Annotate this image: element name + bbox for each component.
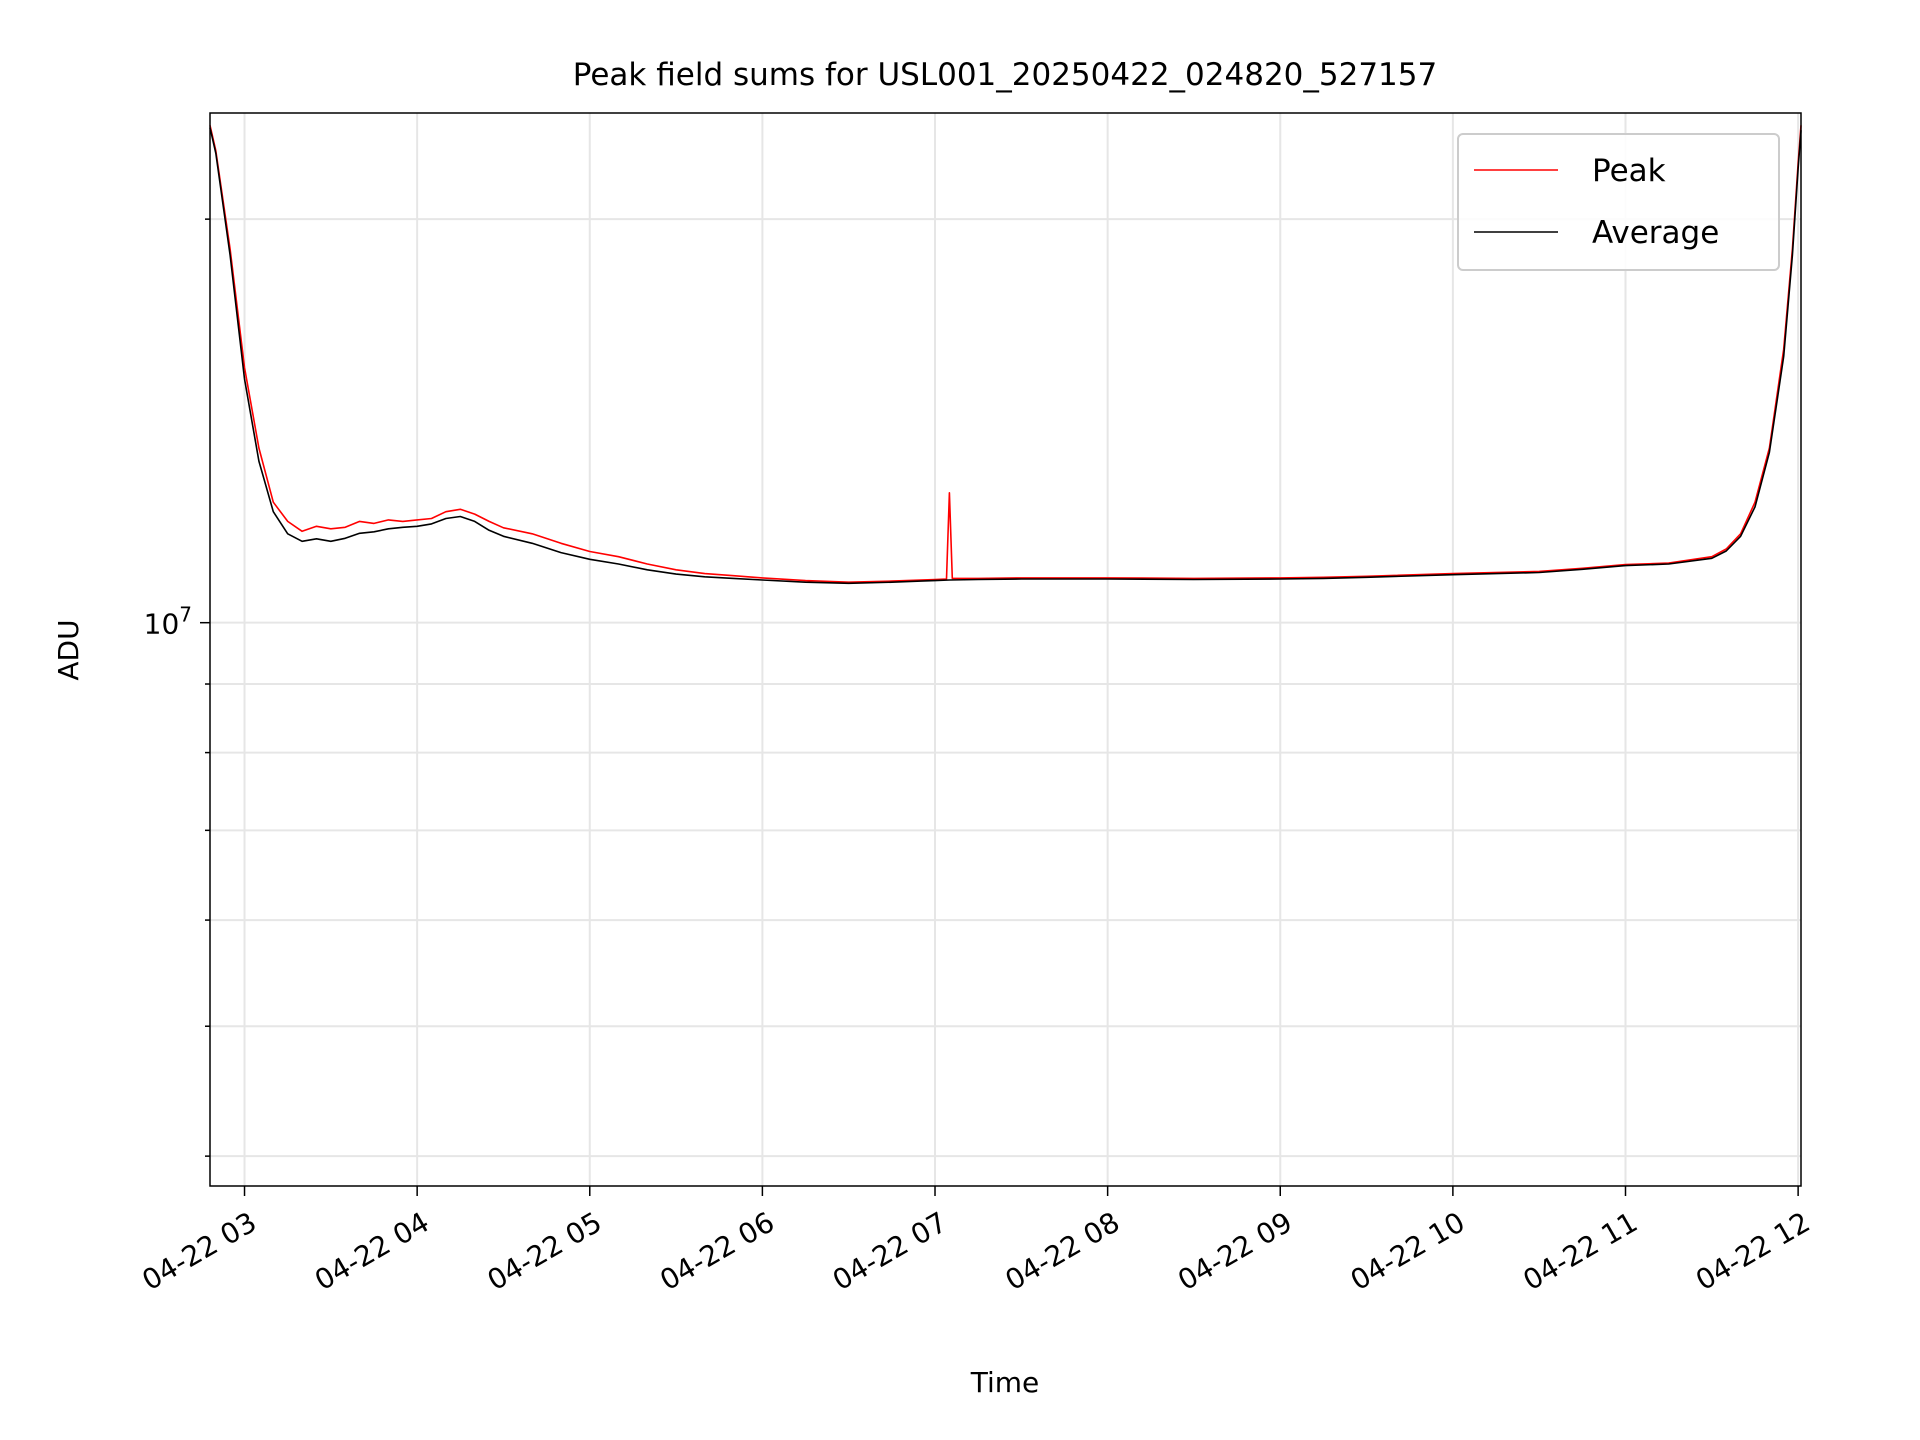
legend-average-label: Average bbox=[1592, 215, 1719, 251]
legend: Peak Average bbox=[1457, 133, 1780, 271]
series-line-peak bbox=[209, 125, 1802, 584]
x-axis-label: Time bbox=[970, 1366, 1040, 1399]
legend-peak-label: Peak bbox=[1592, 153, 1666, 189]
y-tick-label: 107 bbox=[144, 603, 192, 641]
grid bbox=[210, 113, 1801, 1186]
chart-title: Peak field sums for USL001_20250422_0248… bbox=[573, 57, 1437, 93]
y-axis-label: ADU bbox=[52, 619, 85, 680]
plot-area bbox=[209, 125, 1802, 585]
series-line-average bbox=[209, 127, 1802, 585]
plot-frame bbox=[209, 112, 1802, 1187]
legend-box bbox=[1457, 133, 1780, 271]
y-axis: 107 bbox=[144, 218, 210, 1157]
